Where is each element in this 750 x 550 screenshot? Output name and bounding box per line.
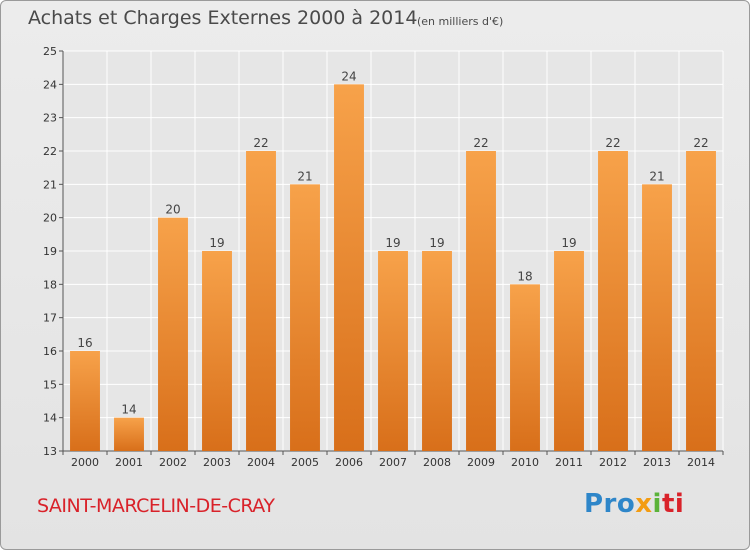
bar-2014	[686, 151, 716, 451]
x-tick-label: 2002	[159, 456, 187, 469]
bar-value-label: 20	[165, 203, 180, 217]
bar-value-label: 21	[649, 169, 664, 183]
x-tick-label: 2008	[423, 456, 451, 469]
x-tick-label: 2006	[335, 456, 363, 469]
logo-part-1: Pro	[584, 489, 636, 519]
y-tick-label: 25	[43, 45, 57, 58]
y-tick-label: 15	[43, 378, 57, 391]
y-tick-label: 23	[43, 112, 57, 125]
y-tick-label: 13	[43, 445, 57, 458]
bar-2006	[334, 84, 364, 451]
bar-value-label: 22	[473, 136, 488, 150]
y-tick-label: 14	[43, 412, 57, 425]
bar-value-label: 18	[517, 269, 532, 283]
bars: 16 14 20 19 22 21 24 19 19 22 18 19 22 21 22	[70, 69, 716, 452]
logo-part-4: ti	[661, 489, 685, 519]
y-tick-label: 18	[43, 278, 57, 291]
x-tick-label: 2000	[71, 456, 99, 469]
x-tick-label: 2012	[599, 456, 627, 469]
bar-2011	[554, 251, 584, 451]
x-tick-label: 2004	[247, 456, 275, 469]
bar-2008	[422, 251, 452, 451]
y-tick-label: 17	[43, 312, 57, 325]
chart-title: Achats et Charges Externes 2000 à 2014	[28, 7, 418, 29]
bar-value-label: 19	[561, 236, 576, 250]
y-tick-label: 16	[43, 345, 57, 358]
y-tick-label: 21	[43, 178, 57, 191]
chart-subtitle: (en milliers d'€)	[417, 15, 504, 28]
x-tick-label: 2005	[291, 456, 319, 469]
x-tick-label: 2007	[379, 456, 407, 469]
x-tick-label: 2010	[511, 456, 539, 469]
bar-2010	[510, 284, 540, 451]
proxiti-logo[interactable]: Proxiti	[584, 489, 684, 519]
bar-2002	[158, 217, 188, 451]
bar-value-label: 22	[693, 136, 708, 150]
logo-part-3: i	[652, 489, 662, 519]
bar-2007	[378, 251, 408, 451]
bar-value-label: 21	[297, 169, 312, 183]
x-tick-label: 2001	[115, 456, 143, 469]
bar-2000	[70, 351, 100, 451]
x-tick-label: 2009	[467, 456, 495, 469]
x-tick-label: 2013	[643, 456, 671, 469]
bar-2009	[466, 151, 496, 451]
bar-2003	[202, 251, 232, 451]
y-tick-label: 20	[43, 212, 57, 225]
bar-value-label: 19	[385, 236, 400, 250]
y-tick-label: 19	[43, 245, 57, 258]
logo-part-2: x	[635, 489, 653, 519]
y-tick-label: 24	[43, 78, 57, 91]
commune-name: SAINT-MARCELIN-DE-CRAY	[37, 495, 275, 517]
bar-2013	[642, 184, 672, 452]
bar-value-label: 19	[209, 236, 224, 250]
bar-2004	[246, 151, 276, 451]
bar-value-label: 22	[605, 136, 620, 150]
y-tick-label: 22	[43, 145, 57, 158]
x-tick-label: 2011	[555, 456, 583, 469]
bar-value-label: 19	[429, 236, 444, 250]
bar-value-label: 24	[341, 69, 356, 83]
bar-value-label: 14	[121, 403, 136, 417]
bar-2001	[114, 417, 144, 451]
x-tick-label: 2003	[203, 456, 231, 469]
bar-value-label: 22	[253, 136, 268, 150]
bar-2005	[290, 184, 320, 452]
x-tick-label: 2014	[687, 456, 715, 469]
bar-2012	[598, 151, 628, 451]
bar-value-label: 16	[77, 336, 92, 350]
